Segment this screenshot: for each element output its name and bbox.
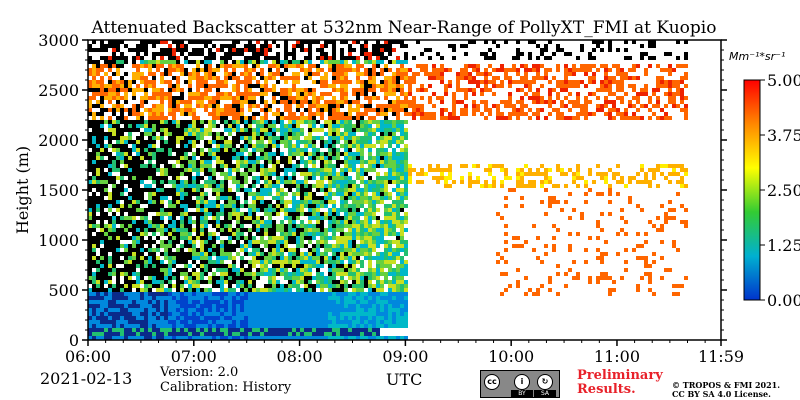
y-axis-label: Height (m) [13, 146, 32, 234]
colorbar-ticks: 0.00 1.25 2.50 3.75 5.00 [760, 71, 800, 310]
minor-ticks [85, 49, 724, 343]
x-tick-label: 11:00 [594, 347, 640, 366]
version-label: Version: 2.0 [160, 365, 239, 380]
colorbar-tick-label: 3.75 [767, 126, 800, 145]
cc-icon: cc [484, 374, 500, 390]
cc-license-badge: cc i ↻ BY SA [480, 370, 560, 398]
chart-title: Attenuated Backscatter at 532nm Near-Ran… [91, 18, 717, 38]
y-tick-label: 3000 [38, 31, 79, 50]
sa-icon: ↻ [537, 374, 553, 390]
colorbar-tick-label: 5.00 [767, 71, 800, 90]
colorbar-tick-label: 1.25 [767, 236, 800, 255]
x-tick-label: 11:59 [698, 347, 744, 366]
backscatter-heatmap [88, 40, 688, 340]
date-label: 2021-02-13 [40, 369, 133, 388]
colorbar-tick-label: 0.00 [767, 291, 800, 310]
y-tick-label: 0 [69, 331, 79, 350]
by-icon: i [514, 374, 530, 390]
by-label: BY [511, 390, 533, 397]
preliminary-line-2: Results. [577, 382, 636, 397]
x-tick-label: 09:00 [382, 347, 428, 366]
y-tick-label: 500 [48, 281, 79, 300]
y-tick-label: 1000 [38, 231, 79, 250]
version-info: Version: 2.0 Calibration: History [160, 365, 291, 395]
y-tick-label: 2500 [38, 81, 79, 100]
x-axis-label: UTC [386, 370, 423, 389]
copyright-line-1: © TROPOS & FMI 2021. [672, 380, 781, 390]
preliminary-note: Preliminary Results. [577, 369, 663, 397]
copyright-note: © TROPOS & FMI 2021. CC BY SA 4.0 Licens… [672, 381, 780, 399]
copyright-line-2: CC BY SA 4.0 License. [672, 389, 771, 399]
x-tick-label: 08:00 [277, 347, 323, 366]
x-tick-label: 07:00 [171, 347, 217, 366]
colorbar [743, 79, 761, 301]
colorbar-unit: Mm⁻¹*sr⁻¹ [729, 50, 785, 63]
y-tick-label: 2000 [38, 131, 79, 150]
calibration-label: Calibration: History [160, 380, 292, 395]
colorbar-tick-label: 2.50 [767, 181, 800, 200]
x-axis: 06:00 07:00 08:00 09:00 10:00 11:00 11:59 [65, 340, 744, 366]
x-tick-label: 10:00 [488, 347, 534, 366]
preliminary-line-1: Preliminary [577, 368, 663, 383]
sa-label: SA [534, 390, 556, 397]
y-tick-label: 1500 [38, 181, 79, 200]
y-axis: 0 500 1000 1500 2000 2500 3000 [38, 31, 727, 350]
x-tick-label: 06:00 [65, 347, 111, 366]
